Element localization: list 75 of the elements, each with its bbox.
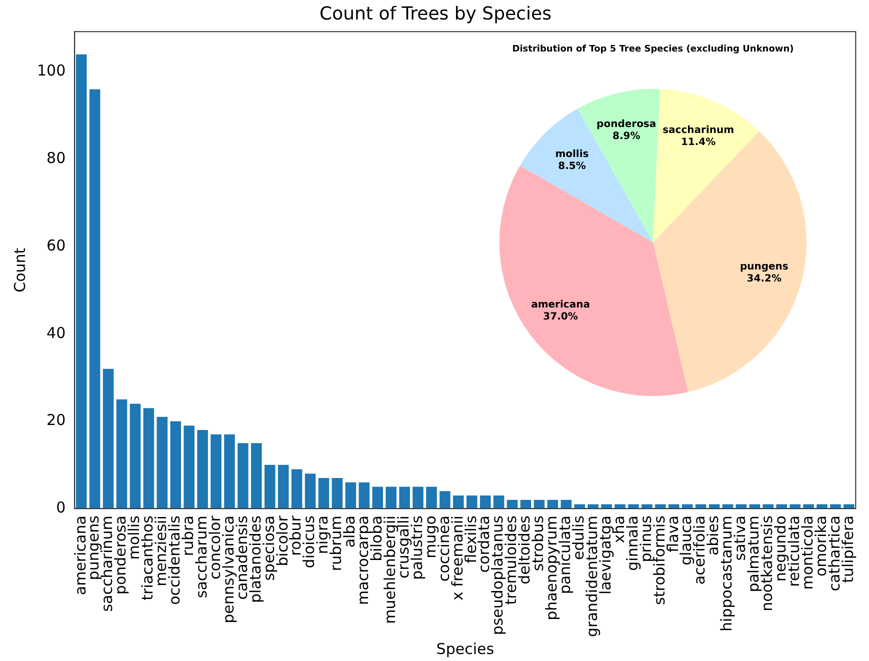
bar xyxy=(238,443,248,509)
data-label: 8.9% xyxy=(612,130,640,142)
x-tick-label: nigra xyxy=(314,516,332,554)
bar xyxy=(386,486,396,509)
bar xyxy=(440,491,450,509)
bar xyxy=(278,464,289,509)
bar xyxy=(655,504,666,509)
y-tick-label: 0 xyxy=(56,498,66,516)
bar xyxy=(197,430,208,509)
bar xyxy=(628,504,639,509)
y-axis-title: Count xyxy=(10,248,29,292)
bar xyxy=(803,504,814,509)
y-tick-label: 20 xyxy=(46,411,66,430)
bar xyxy=(614,504,626,509)
x-tick-label: pennsylvanica xyxy=(219,516,238,624)
bar xyxy=(426,486,437,509)
y-tick-label: 40 xyxy=(46,324,66,342)
y-tick-label: 60 xyxy=(46,236,66,254)
bar xyxy=(102,368,114,509)
bar xyxy=(816,504,828,509)
bar xyxy=(332,478,343,509)
slice-label: americana xyxy=(531,300,590,311)
x-tick-label: mugo xyxy=(421,516,440,558)
bar xyxy=(116,399,128,509)
x-tick-label: tulipifera xyxy=(838,516,857,583)
bar xyxy=(830,504,841,509)
bar xyxy=(466,495,478,509)
slice-label: mollis xyxy=(555,149,589,160)
data-label: 37.0% xyxy=(543,312,578,323)
bar xyxy=(399,486,410,509)
bar xyxy=(291,469,302,509)
chart-title: Count of Trees by Species xyxy=(320,3,552,24)
bar xyxy=(264,464,276,509)
bar xyxy=(588,504,598,509)
data-label: 34.2% xyxy=(746,273,782,284)
chart-title: Distribution of Top 5 Tree Species (excluding Unknown) xyxy=(512,44,794,55)
slice-label: ponderosa xyxy=(596,118,656,130)
bar xyxy=(493,495,504,509)
bar xyxy=(130,404,141,509)
bar xyxy=(358,482,370,509)
bar xyxy=(776,504,788,509)
x-tick-label: muehlenbergii xyxy=(380,516,399,624)
x-tick-label: negundo xyxy=(772,516,790,582)
y-tick-label: 100 xyxy=(36,62,66,80)
bar xyxy=(224,434,235,509)
slice-label: saccharinum xyxy=(662,125,734,136)
bar xyxy=(143,408,154,509)
bar xyxy=(453,495,464,509)
bar xyxy=(251,443,262,509)
bar xyxy=(89,89,100,509)
bar xyxy=(668,504,680,509)
bar xyxy=(76,54,87,509)
y-tick-label: 80 xyxy=(46,149,66,168)
bar xyxy=(412,486,424,509)
bar xyxy=(642,504,652,509)
bar xyxy=(790,504,800,509)
bar xyxy=(318,478,330,509)
x-tick-label: pseudoplatanus xyxy=(488,515,507,636)
data-label: 11.4% xyxy=(680,137,716,148)
x-tick-label: ponderosa xyxy=(112,516,130,595)
bar xyxy=(304,474,316,509)
slice-label: pungens xyxy=(740,261,788,272)
x-axis-title: Species xyxy=(436,640,494,658)
bar xyxy=(210,434,222,509)
bar xyxy=(480,495,491,509)
bar xyxy=(844,504,854,509)
x-tick-label: rubra xyxy=(178,516,197,556)
bar xyxy=(170,421,182,509)
bar xyxy=(574,504,586,509)
bar xyxy=(156,416,168,509)
bar xyxy=(184,426,194,509)
bar xyxy=(372,486,384,509)
bar xyxy=(601,504,612,509)
data-label: 8.5% xyxy=(558,161,586,172)
bar xyxy=(345,482,356,509)
